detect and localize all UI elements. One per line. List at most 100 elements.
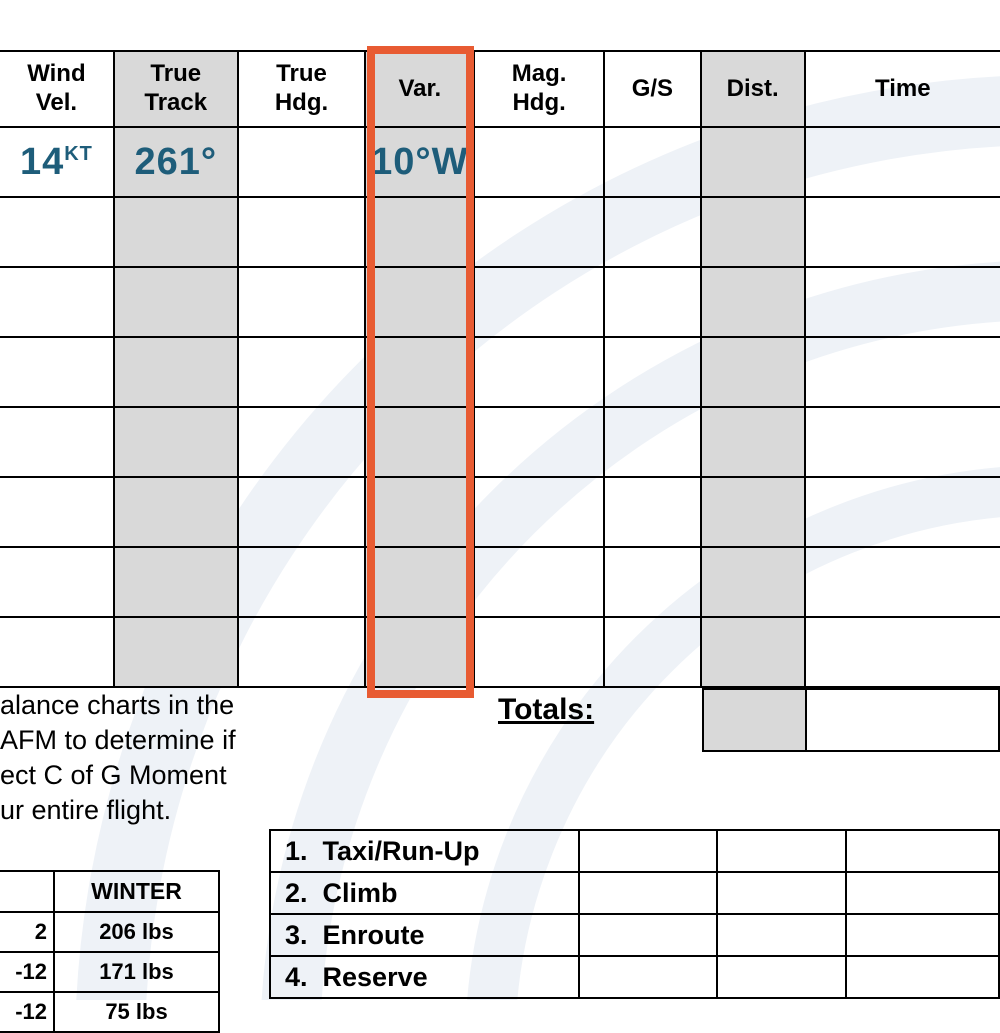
cell-mag_hdg[interactable] bbox=[474, 197, 604, 267]
cell-time[interactable] bbox=[805, 477, 1000, 547]
totals-label: Totals: bbox=[498, 693, 594, 727]
nav-row bbox=[0, 617, 1000, 687]
fuel-cell[interactable] bbox=[579, 872, 718, 914]
cell-gs[interactable] bbox=[604, 337, 701, 407]
cell-mag_hdg[interactable] bbox=[474, 127, 604, 197]
col-true_hdg: TrueHdg. bbox=[238, 51, 366, 127]
winter-right: 75 lbs bbox=[54, 992, 219, 1032]
fuel-cell[interactable] bbox=[579, 956, 718, 998]
cell-value: 14KT bbox=[20, 141, 93, 183]
cell-mag_hdg[interactable] bbox=[474, 477, 604, 547]
cell-wind_vel[interactable] bbox=[0, 197, 114, 267]
totals-cell[interactable] bbox=[703, 689, 806, 751]
cell-var[interactable]: 10°W bbox=[365, 127, 474, 197]
cell-true_hdg[interactable] bbox=[238, 407, 366, 477]
cell-var[interactable] bbox=[365, 197, 474, 267]
cell-time[interactable] bbox=[805, 127, 1000, 197]
cell-true_track[interactable] bbox=[114, 267, 238, 337]
cell-wind_vel[interactable]: 14KT bbox=[0, 127, 114, 197]
fuel-label: 3. Enroute bbox=[270, 914, 579, 956]
fuel-cell[interactable] bbox=[717, 914, 846, 956]
cell-true_track[interactable]: 261° bbox=[114, 127, 238, 197]
cell-mag_hdg[interactable] bbox=[474, 617, 604, 687]
cell-mag_hdg[interactable] bbox=[474, 337, 604, 407]
fuel-cell[interactable] bbox=[846, 872, 999, 914]
nav-row bbox=[0, 407, 1000, 477]
cell-dist[interactable] bbox=[701, 407, 805, 477]
fuel-cell[interactable] bbox=[717, 956, 846, 998]
cell-value: 261° bbox=[134, 141, 217, 183]
cell-var[interactable] bbox=[365, 477, 474, 547]
cell-true_track[interactable] bbox=[114, 337, 238, 407]
cell-dist[interactable] bbox=[701, 477, 805, 547]
note-line: ect C of G Moment bbox=[0, 758, 236, 793]
cell-true_track[interactable] bbox=[114, 547, 238, 617]
cell-mag_hdg[interactable] bbox=[474, 267, 604, 337]
cell-wind_vel[interactable] bbox=[0, 617, 114, 687]
winter-row: -12171 lbs bbox=[0, 952, 219, 992]
cell-true_hdg[interactable] bbox=[238, 127, 366, 197]
winter-row: -1275 lbs bbox=[0, 992, 219, 1032]
cell-time[interactable] bbox=[805, 617, 1000, 687]
cell-dist[interactable] bbox=[701, 337, 805, 407]
nav-log-table: WindVel.TrueTrackTrueHdg.Var.Mag.Hdg.G/S… bbox=[0, 50, 1000, 688]
cell-true_hdg[interactable] bbox=[238, 197, 366, 267]
fuel-cell[interactable] bbox=[579, 914, 718, 956]
cell-var[interactable] bbox=[365, 617, 474, 687]
cell-mag_hdg[interactable] bbox=[474, 547, 604, 617]
cell-true_hdg[interactable] bbox=[238, 477, 366, 547]
cell-true_track[interactable] bbox=[114, 407, 238, 477]
cell-true_hdg[interactable] bbox=[238, 617, 366, 687]
cell-true_track[interactable] bbox=[114, 617, 238, 687]
cell-true_hdg[interactable] bbox=[238, 267, 366, 337]
cell-gs[interactable] bbox=[604, 407, 701, 477]
cell-time[interactable] bbox=[805, 267, 1000, 337]
cell-wind_vel[interactable] bbox=[0, 267, 114, 337]
cell-time[interactable] bbox=[805, 337, 1000, 407]
fuel-cell[interactable] bbox=[846, 914, 999, 956]
cell-dist[interactable] bbox=[701, 547, 805, 617]
cell-var[interactable] bbox=[365, 547, 474, 617]
cell-var[interactable] bbox=[365, 267, 474, 337]
winter-left: -12 bbox=[0, 952, 54, 992]
cell-wind_vel[interactable] bbox=[0, 337, 114, 407]
cell-gs[interactable] bbox=[604, 127, 701, 197]
cell-wind_vel[interactable] bbox=[0, 477, 114, 547]
fuel-cell[interactable] bbox=[846, 830, 999, 872]
cell-true_track[interactable] bbox=[114, 477, 238, 547]
cell-dist[interactable] bbox=[701, 617, 805, 687]
cell-gs[interactable] bbox=[604, 267, 701, 337]
col-time: Time bbox=[805, 51, 1000, 127]
nav-header-row: WindVel.TrueTrackTrueHdg.Var.Mag.Hdg.G/S… bbox=[0, 51, 1000, 127]
cell-time[interactable] bbox=[805, 407, 1000, 477]
fuel-cell[interactable] bbox=[579, 830, 718, 872]
totals-row bbox=[702, 688, 1000, 752]
cell-time[interactable] bbox=[805, 197, 1000, 267]
cell-dist[interactable] bbox=[701, 197, 805, 267]
cell-dist[interactable] bbox=[701, 127, 805, 197]
cell-true_hdg[interactable] bbox=[238, 337, 366, 407]
fuel-cell[interactable] bbox=[717, 872, 846, 914]
cell-true_hdg[interactable] bbox=[238, 547, 366, 617]
fuel-label: 4. Reserve bbox=[270, 956, 579, 998]
cell-var[interactable] bbox=[365, 337, 474, 407]
totals-cell[interactable] bbox=[806, 689, 999, 751]
cell-value: 10°W bbox=[371, 141, 468, 183]
cell-var[interactable] bbox=[365, 407, 474, 477]
fuel-table: 1. Taxi/Run-Up2. Climb3. Enroute4. Reser… bbox=[269, 829, 1000, 999]
cell-gs[interactable] bbox=[604, 197, 701, 267]
cell-gs[interactable] bbox=[604, 617, 701, 687]
fuel-label: 1. Taxi/Run-Up bbox=[270, 830, 579, 872]
fuel-cell[interactable] bbox=[846, 956, 999, 998]
nav-row bbox=[0, 337, 1000, 407]
cell-dist[interactable] bbox=[701, 267, 805, 337]
fuel-row: 3. Enroute bbox=[270, 914, 999, 956]
cell-mag_hdg[interactable] bbox=[474, 407, 604, 477]
fuel-cell[interactable] bbox=[717, 830, 846, 872]
cell-gs[interactable] bbox=[604, 547, 701, 617]
cell-wind_vel[interactable] bbox=[0, 547, 114, 617]
cell-gs[interactable] bbox=[604, 477, 701, 547]
cell-wind_vel[interactable] bbox=[0, 407, 114, 477]
cell-true_track[interactable] bbox=[114, 197, 238, 267]
cell-time[interactable] bbox=[805, 547, 1000, 617]
